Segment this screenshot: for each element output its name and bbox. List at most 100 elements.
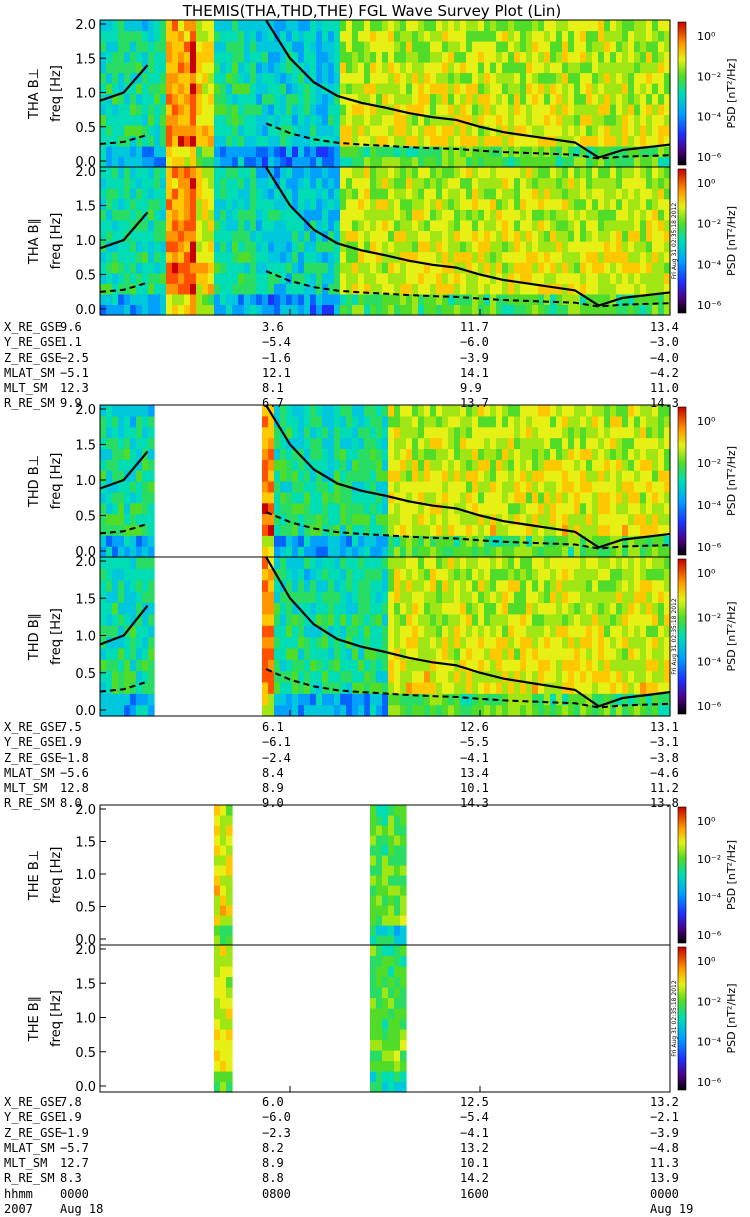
spectrogram-cell [448, 557, 455, 569]
spectrogram-cell [586, 438, 593, 449]
spectrogram-cell [274, 470, 281, 481]
spectrogram-cell [646, 273, 653, 284]
spectrogram-cell [646, 41, 653, 52]
spectrogram-cell [370, 591, 377, 603]
spectrogram-cell [574, 273, 581, 284]
spectrogram-cell [280, 705, 287, 717]
spectrogram-cell [346, 535, 353, 546]
spectrogram-cell [592, 514, 599, 525]
spectrogram-cell [568, 503, 575, 514]
spectrogram-cell [604, 230, 611, 241]
spectrogram-cell [406, 514, 413, 525]
spectrogram-cell [526, 157, 533, 168]
spectrogram-cell [454, 568, 461, 580]
spectrogram-cell [340, 535, 347, 546]
spectrogram-cell [100, 304, 107, 315]
spectrogram-cell [634, 136, 641, 147]
spectrogram-cell [262, 546, 269, 557]
spectrogram-cell [172, 220, 179, 231]
spectrogram-cell [508, 94, 515, 105]
spectrogram-cell [100, 73, 107, 84]
spectrogram-cell [406, 125, 413, 136]
spectrogram-cell [514, 693, 521, 705]
spectrogram-cell [448, 62, 455, 73]
spectrogram-cell [112, 209, 119, 220]
spectrogram-cell [382, 905, 389, 916]
spectrogram-cell [634, 209, 641, 220]
spectrogram-cell [412, 262, 419, 273]
spectrogram-cell [202, 41, 209, 52]
spectrogram-cell [586, 283, 593, 294]
spectrogram-cell [196, 283, 203, 294]
spectrogram-cell [526, 230, 533, 241]
spectrogram-cell [382, 157, 389, 168]
spectrogram-cell [574, 492, 581, 503]
spectrogram-cell [520, 557, 527, 569]
spectrogram-cell [142, 31, 149, 42]
spectrogram-cell [484, 125, 491, 136]
spectrogram-cell [382, 935, 389, 946]
spectrogram-cell [364, 580, 371, 592]
spectrogram-cell [370, 835, 377, 846]
spectrogram-cell [604, 283, 611, 294]
spectrogram-cell [298, 514, 305, 525]
spectrogram-cell [268, 438, 275, 449]
spectrogram-cell [532, 514, 539, 525]
spectrogram-cell [646, 580, 653, 592]
spectrogram-cell [232, 188, 239, 199]
spectrogram-cell [292, 157, 299, 168]
spectrogram-cell [550, 659, 557, 671]
spectrogram-cell [148, 438, 155, 449]
spectrogram-cell [586, 448, 593, 459]
y-tick-label: 1.5 [75, 592, 96, 607]
spectrogram-cell [520, 157, 527, 168]
spectrogram-cell [370, 294, 377, 305]
spectrogram-cell [544, 693, 551, 705]
spectrogram-cell [400, 705, 407, 717]
spectrogram-cell [328, 481, 335, 492]
spectrogram-cell [448, 294, 455, 305]
spectrogram-cell [274, 535, 281, 546]
spectrogram-cell [394, 125, 401, 136]
spectrogram-cell [376, 935, 383, 946]
spectrogram-cell [148, 283, 155, 294]
spectrogram-cell [274, 283, 281, 294]
spectrogram-cell [232, 273, 239, 284]
spectrogram-cell [328, 294, 335, 305]
spectrogram-cell [532, 705, 539, 717]
spectrogram-cell [286, 294, 293, 305]
spectrogram-cell [268, 535, 275, 546]
spectrogram-cell [154, 20, 161, 31]
spectrogram-cell [352, 602, 359, 614]
spectrogram-cell [556, 568, 563, 580]
spectrogram-cell [280, 546, 287, 557]
spectrogram-cell [166, 188, 173, 199]
spectrogram-cell [406, 199, 413, 210]
spectrogram-cell [526, 262, 533, 273]
spectrogram-cell [136, 178, 143, 189]
spectrogram-cell [364, 671, 371, 683]
spectrogram-cell [574, 20, 581, 31]
spectrogram-cell [628, 448, 635, 459]
spectrogram-cell [430, 273, 437, 284]
spectrogram-cell [478, 20, 485, 31]
spectrogram-cell [310, 427, 317, 438]
spectrogram-cell [262, 104, 269, 115]
spectrogram-cell [442, 252, 449, 263]
spectrogram-cell [580, 115, 587, 126]
spectrogram-cell [112, 648, 119, 660]
spectrogram-cell [298, 146, 305, 157]
spectrogram-cell [274, 115, 281, 126]
spectrogram-cell [496, 220, 503, 231]
spectrogram-cell [478, 625, 485, 637]
spectrogram-cell [520, 625, 527, 637]
spectrogram-cell [172, 199, 179, 210]
spectrogram-cell [322, 178, 329, 189]
spectrogram-cell [274, 136, 281, 147]
spectrogram-cell [316, 209, 323, 220]
spectrogram-cell [508, 230, 515, 241]
spectrogram-cell [478, 568, 485, 580]
spectrogram-cell [274, 705, 281, 717]
spectrogram-cell [334, 262, 341, 273]
spectrogram-cell [316, 146, 323, 157]
